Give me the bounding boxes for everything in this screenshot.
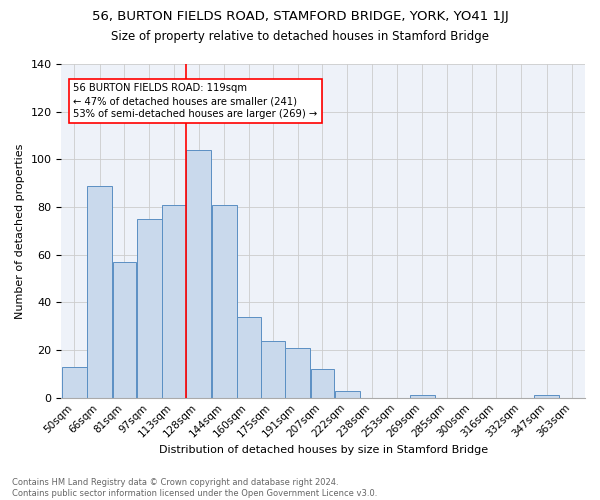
Bar	[237, 316, 261, 398]
Bar	[534, 396, 559, 398]
Bar	[186, 150, 211, 398]
Bar	[113, 262, 136, 398]
Text: Contains HM Land Registry data © Crown copyright and database right 2024.
Contai: Contains HM Land Registry data © Crown c…	[12, 478, 377, 498]
Bar	[410, 396, 435, 398]
Bar	[87, 186, 112, 398]
Bar	[285, 348, 310, 398]
Bar	[162, 204, 185, 398]
Y-axis label: Number of detached properties: Number of detached properties	[15, 143, 25, 318]
Bar	[261, 340, 284, 398]
Bar	[137, 219, 162, 398]
Bar	[62, 366, 87, 398]
X-axis label: Distribution of detached houses by size in Stamford Bridge: Distribution of detached houses by size …	[158, 445, 488, 455]
Text: 56, BURTON FIELDS ROAD, STAMFORD BRIDGE, YORK, YO41 1JJ: 56, BURTON FIELDS ROAD, STAMFORD BRIDGE,…	[92, 10, 508, 23]
Text: 56 BURTON FIELDS ROAD: 119sqm
← 47% of detached houses are smaller (241)
53% of : 56 BURTON FIELDS ROAD: 119sqm ← 47% of d…	[73, 83, 317, 120]
Bar	[335, 390, 359, 398]
Text: Size of property relative to detached houses in Stamford Bridge: Size of property relative to detached ho…	[111, 30, 489, 43]
Bar	[212, 204, 237, 398]
Bar	[311, 369, 334, 398]
